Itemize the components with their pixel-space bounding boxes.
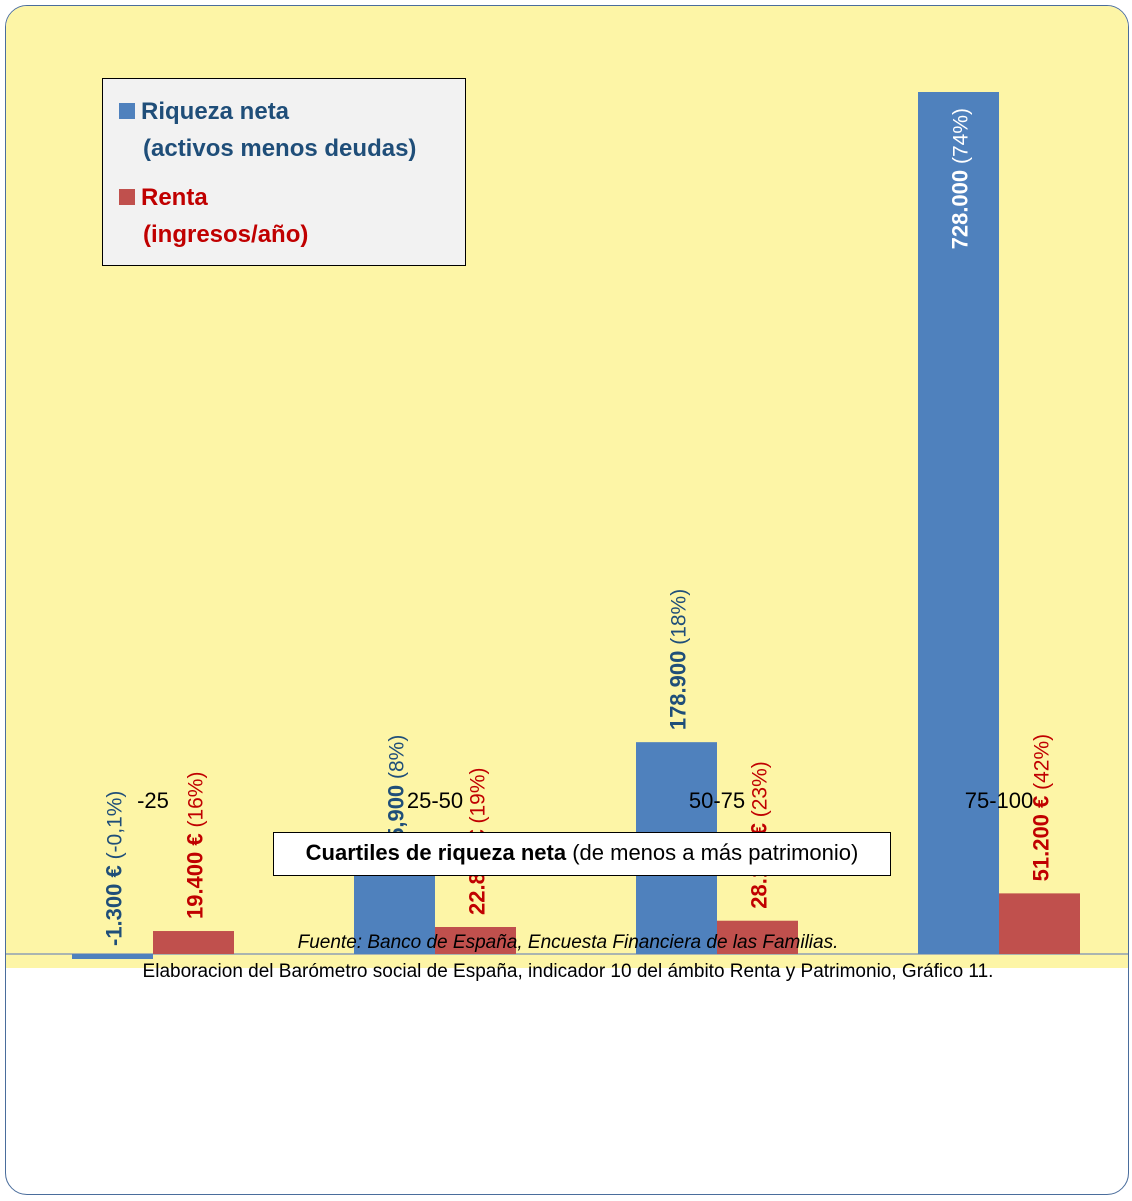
- legend-label-riqueza-line2: (activos menos deudas): [143, 135, 417, 162]
- legend-label-renta-line1: Renta: [141, 184, 208, 211]
- data-label-renta-75-100: 51.200 € (42%): [1029, 734, 1054, 882]
- legend-item-riqueza: Riqueza neta (activos menos deudas): [119, 93, 416, 167]
- data-label-riqueza-50-75: 178.900 (18%): [666, 589, 691, 730]
- source-line-2: Elaboracion del Barómetro social de Espa…: [142, 961, 994, 982]
- bar-riqueza-75-100: [918, 92, 999, 954]
- legend: Riqueza neta (activos menos deudas) Rent…: [102, 78, 466, 266]
- data-label-riqueza-75-100: 728.000 (74%): [948, 108, 973, 249]
- x-tick-label-25-50: 25-50: [407, 788, 463, 813]
- legend-item-renta: Renta (ingresos/año): [119, 179, 308, 253]
- x-axis-title: Cuartiles de riqueza neta (de menos a má…: [273, 832, 891, 876]
- x-axis-title-rest: (de menos a más patrimonio): [566, 840, 859, 865]
- x-axis-title-bold: Cuartiles de riqueza neta: [305, 840, 567, 865]
- source-line-1: Fuente: Banco de España, Encuesta Financ…: [297, 932, 839, 953]
- source-note: Fuente: Banco de España, Encuesta Financ…: [6, 928, 1128, 986]
- x-tick-label-50-75: 50-75: [689, 788, 745, 813]
- bar-riqueza-25-50: [354, 864, 435, 954]
- legend-label-renta-line2: (ingresos/año): [143, 221, 309, 248]
- bar-renta-25-50: [435, 927, 516, 954]
- legend-swatch-renta: [119, 188, 135, 205]
- data-label-riqueza--25: -1.300 € (-0,1%): [102, 791, 127, 946]
- bar-riqueza--25: [72, 954, 153, 959]
- chart-frame: -1.300 € (-0,1%) 75,900 (8%) 178.900 (18%)…: [5, 5, 1129, 1195]
- x-tick-label-75-100: 75-100: [965, 788, 1034, 813]
- bar-renta-75-100: [999, 893, 1080, 954]
- chart-svg: -1.300 € (-0,1%) 75,900 (8%)178.900 (18%)…: [6, 6, 1128, 968]
- legend-swatch-riqueza: [119, 102, 135, 119]
- x-tick-label--25: -25: [137, 788, 169, 813]
- data-label-renta--25: 19.400 € (16%): [183, 772, 208, 920]
- bar-renta-50-75: [717, 920, 798, 954]
- legend-label-riqueza-line1: Riqueza neta: [141, 98, 290, 125]
- bar-renta--25: [153, 931, 234, 954]
